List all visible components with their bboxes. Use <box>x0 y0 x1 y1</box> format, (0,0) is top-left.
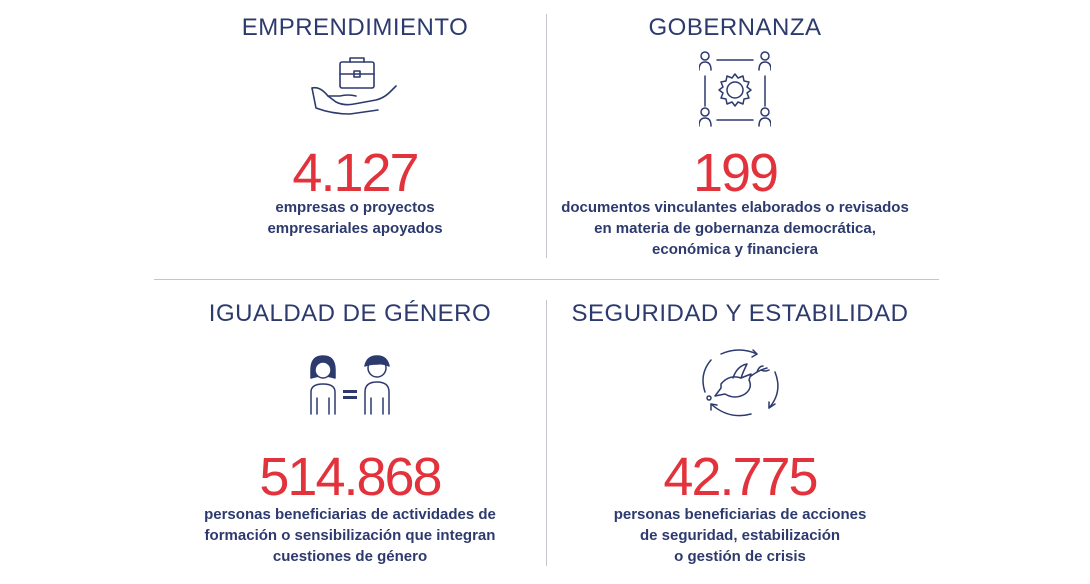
panel-title: GOBERNANZA <box>648 14 822 41</box>
panel-igualdad-genero: IGUALDAD DE GÉNERO 514.868 personas bene… <box>160 282 540 582</box>
divider-horizontal <box>154 279 939 280</box>
divider-vertical-bottom <box>546 300 547 566</box>
panel-emprendimiento: EMPRENDIMIENTO 4.127 empresas o proyecto… <box>170 0 540 278</box>
panel-seguridad-estabilidad: SEGURIDAD Y ESTABILIDAD 42.775 personas … <box>550 282 930 582</box>
stat-description: empresas o proyectos empresariales apoya… <box>267 199 443 237</box>
stat-description: personas beneficiarias de acciones de se… <box>613 506 867 565</box>
stat-description: personas beneficiarias de actividades de… <box>204 506 496 565</box>
stat-description: documentos vinculantes elaborados o revi… <box>561 199 909 258</box>
divider-vertical-top <box>546 14 547 258</box>
panel-title: IGUALDAD DE GÉNERO <box>208 300 492 327</box>
stat-number: 4.127 <box>292 143 419 203</box>
panel-title: SEGURIDAD Y ESTABILIDAD <box>571 300 909 327</box>
stat-number: 514.868 <box>259 447 442 507</box>
dove-cycle-arrows-icon <box>702 349 779 417</box>
woman-equals-man-icon <box>310 355 390 415</box>
hand-holding-briefcase-icon <box>311 57 397 115</box>
stat-number: 42.775 <box>663 447 818 507</box>
gear-people-network-icon <box>699 51 771 127</box>
panel-gobernanza: GOBERNANZA 199 documentos vinculantes el… <box>550 0 920 278</box>
panel-title: EMPRENDIMIENTO <box>241 14 469 41</box>
stat-number: 199 <box>692 143 779 203</box>
